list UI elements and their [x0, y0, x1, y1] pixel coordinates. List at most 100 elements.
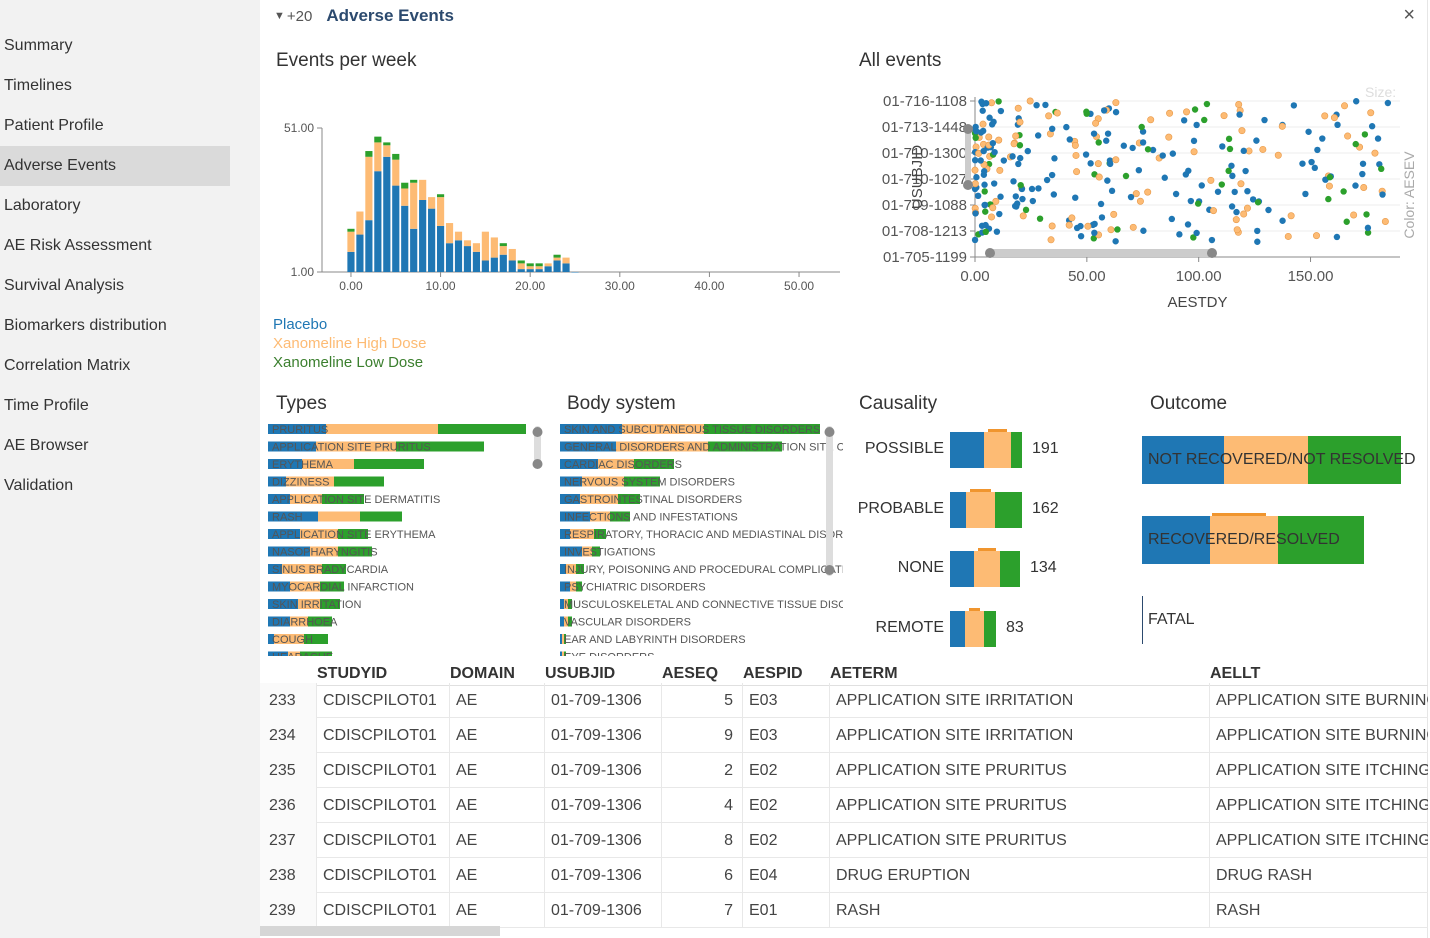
- bar-xanomeline-high-dose[interactable]: [428, 197, 436, 209]
- scatter-point[interactable]: [989, 139, 997, 147]
- bar-segment[interactable]: [570, 581, 576, 592]
- column-header-aellt[interactable]: AELLT: [1210, 665, 1261, 682]
- scatter-point[interactable]: [1013, 200, 1021, 207]
- scatter-point[interactable]: [1043, 176, 1051, 184]
- scatter-point[interactable]: [1194, 200, 1202, 207]
- scatter-point[interactable]: [997, 107, 1005, 115]
- bar-segment[interactable]: [562, 651, 564, 657]
- scatter-point[interactable]: [1193, 121, 1200, 129]
- outcome-bar[interactable]: RECOVERED/RESOLVED: [1142, 513, 1422, 564]
- scatter-point[interactable]: [1161, 174, 1168, 181]
- bar-segment[interactable]: [290, 494, 322, 504]
- scatter-point[interactable]: [1208, 236, 1216, 244]
- cell-usubjid[interactable]: 01-709-1306: [544, 893, 659, 928]
- sidebar-item-survival-analysis[interactable]: Survival Analysis: [4, 277, 125, 294]
- bar-xanomeline-low-dose[interactable]: [392, 153, 400, 160]
- scatter-point[interactable]: [1253, 137, 1260, 144]
- scatter-point[interactable]: [1172, 190, 1180, 198]
- bar-segment[interactable]: [610, 511, 630, 522]
- bar-xanomeline-high-dose[interactable]: [499, 246, 507, 255]
- bar-segment[interactable]: [576, 581, 582, 592]
- cell-aespid[interactable]: E03: [742, 683, 826, 718]
- body-system-chart[interactable]: SKIN AND SUBCUTANEOUS TISSUE DISORDERS GE…: [558, 420, 843, 656]
- bar-placebo[interactable]: [562, 263, 570, 272]
- scatter-point[interactable]: [1333, 233, 1341, 241]
- horizontal-scrollbar[interactable]: [260, 926, 500, 936]
- scatter-point[interactable]: [1319, 135, 1326, 142]
- scatter-point[interactable]: [1344, 132, 1352, 140]
- scatter-point[interactable]: [1274, 151, 1282, 159]
- scatter-point[interactable]: [1140, 227, 1147, 234]
- scatter-point[interactable]: [1048, 171, 1056, 179]
- bar-xanomeline-low-dose[interactable]: [383, 142, 391, 146]
- scatter-point[interactable]: [1330, 114, 1338, 122]
- scatter-point[interactable]: [1149, 146, 1157, 154]
- scatter-point[interactable]: [1103, 137, 1110, 144]
- scatter-point[interactable]: [1368, 123, 1376, 130]
- bar-segment[interactable]: [950, 432, 984, 468]
- cell-aeterm[interactable]: DRUG ERUPTION: [829, 858, 1207, 893]
- scatter-point[interactable]: [1311, 164, 1319, 172]
- bar-segment[interactable]: [634, 459, 674, 469]
- scatter-point[interactable]: [1191, 106, 1199, 113]
- all-events-scatter[interactable]: 01-716-1108 01-713-1448 01-710-1300 01-710-…: [850, 85, 1420, 315]
- cell-studyid[interactable]: CDISCPILOT01: [316, 788, 446, 823]
- scatter-point[interactable]: [1026, 97, 1034, 105]
- scatter-point[interactable]: [1259, 145, 1267, 153]
- cell-aeterm[interactable]: APPLICATION SITE IRRITATION: [829, 718, 1207, 753]
- bar-segment[interactable]: [300, 651, 332, 657]
- scatter-point[interactable]: [981, 201, 989, 209]
- scatter-point[interactable]: [1352, 140, 1359, 148]
- bar-placebo[interactable]: [481, 260, 489, 272]
- cell-studyid[interactable]: CDISCPILOT01: [316, 823, 446, 858]
- bar-segment[interactable]: [560, 511, 590, 522]
- bar-xanomeline-high-dose[interactable]: [419, 179, 427, 200]
- bar-placebo[interactable]: [383, 156, 391, 272]
- column-header-usubjid[interactable]: USUBJID: [545, 665, 616, 682]
- scatter-point[interactable]: [980, 168, 988, 175]
- scatter-point[interactable]: [1321, 112, 1329, 120]
- scatter-point[interactable]: [1182, 171, 1190, 178]
- scatter-point[interactable]: [981, 188, 988, 195]
- x-range-slider[interactable]: [990, 249, 1212, 257]
- bar-segment[interactable]: [566, 564, 576, 574]
- scatter-point[interactable]: [1326, 174, 1334, 181]
- scatter-point[interactable]: [1279, 217, 1286, 224]
- scatter-point[interactable]: [1022, 206, 1030, 214]
- cell-domain[interactable]: AE: [449, 893, 541, 928]
- scatter-point[interactable]: [1066, 136, 1073, 143]
- scatter-point[interactable]: [1198, 182, 1205, 189]
- cell-aeterm[interactable]: APPLICATION SITE PRURITUS: [829, 823, 1207, 858]
- bar-xanomeline-high-dose[interactable]: [544, 263, 552, 267]
- bar-segment[interactable]: [568, 599, 572, 609]
- bar-segment[interactable]: [300, 529, 338, 539]
- bar-xanomeline-high-dose[interactable]: [553, 257, 561, 261]
- bar-placebo[interactable]: [401, 205, 409, 272]
- table-row[interactable]: 234 CDISCPILOT01 AE 01-709-1306 9 E03 APPLICAT…: [260, 718, 1428, 753]
- scatter-point[interactable]: [973, 174, 980, 181]
- scatter-point[interactable]: [1000, 157, 1008, 164]
- bar-xanomeline-high-dose[interactable]: [526, 266, 534, 270]
- bar-segment[interactable]: [984, 432, 1011, 468]
- size-selector[interactable]: Size:: [1365, 85, 1396, 100]
- cell-aespid[interactable]: E02: [742, 823, 826, 858]
- bar-segment[interactable]: [268, 441, 316, 452]
- bar-segment[interactable]: [560, 564, 566, 574]
- scatter-point[interactable]: [989, 204, 997, 212]
- scatter-point[interactable]: [1203, 100, 1211, 108]
- bar-xanomeline-high-dose[interactable]: [410, 182, 418, 229]
- bar-segment[interactable]: [268, 459, 302, 469]
- bar-segment[interactable]: [438, 424, 526, 434]
- bar-segment[interactable]: [560, 634, 562, 644]
- cell-studyid[interactable]: CDISCPILOT01: [316, 858, 446, 893]
- scatter-point[interactable]: [1068, 214, 1076, 222]
- bar-segment[interactable]: [560, 424, 622, 434]
- cell-aellt[interactable]: RASH: [1209, 893, 1428, 928]
- bar-xanomeline-high-dose[interactable]: [472, 243, 481, 252]
- bar-segment[interactable]: [560, 459, 598, 469]
- scatter-point[interactable]: [1305, 128, 1312, 135]
- scatter-point[interactable]: [1374, 135, 1382, 142]
- scatter-point[interactable]: [1045, 112, 1053, 120]
- cell-aeseq[interactable]: 9: [661, 718, 739, 753]
- scatter-point[interactable]: [1384, 99, 1392, 107]
